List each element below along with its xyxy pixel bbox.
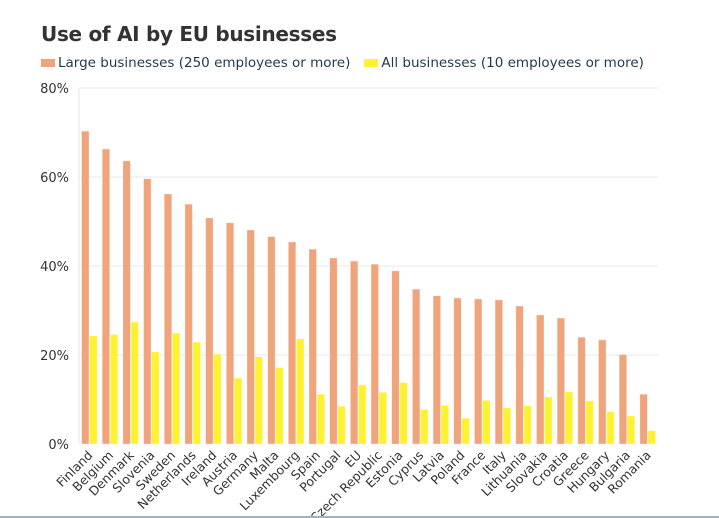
bar-large-sweden[interactable] [163, 193, 173, 445]
chart-title: Use of AI by EU businesses [41, 22, 337, 46]
legend-item-large[interactable]: Large businesses (250 employees or more) [41, 55, 350, 71]
chart-legend: Large businesses (250 employees or more)… [41, 55, 658, 71]
y-tick-label: 80% [40, 82, 69, 97]
bar-large-hungary[interactable] [598, 339, 607, 445]
bar-large-netherlands[interactable] [184, 203, 193, 445]
y-tick-label: 0% [48, 438, 69, 453]
bar-large-denmark[interactable] [122, 160, 131, 445]
bar-all-poland[interactable] [461, 417, 470, 445]
legend-item-all[interactable]: All businesses (10 employees or more) [364, 55, 644, 71]
bar-all-lithuania[interactable] [523, 405, 532, 445]
bar-large-estonia[interactable] [391, 270, 400, 445]
bar-large-poland[interactable] [453, 297, 462, 445]
bar-all-luxembourg[interactable] [296, 338, 305, 445]
bar-all-netherlands[interactable] [192, 341, 201, 445]
bar-large-cyprus[interactable] [412, 288, 421, 445]
legend-label-all: All businesses (10 employees or more) [381, 55, 644, 71]
bar-large-malta[interactable] [267, 236, 276, 445]
legend-label-large: Large businesses (250 employees or more) [58, 55, 351, 71]
bar-large-latvia[interactable] [432, 295, 441, 445]
bar-large-spain[interactable] [308, 248, 317, 445]
bar-all-finland[interactable] [89, 335, 98, 445]
bar-all-greece[interactable] [585, 400, 594, 445]
bar-all-malta[interactable] [275, 367, 284, 445]
bar-large-luxembourg[interactable] [288, 241, 297, 445]
bar-all-bulgaria[interactable] [626, 415, 636, 445]
bar-all-cyprus[interactable] [420, 408, 429, 445]
legend-swatch-large [41, 59, 55, 67]
bar-all-italy[interactable] [502, 407, 512, 445]
bar-all-ireland[interactable] [213, 353, 222, 445]
bar-all-estonia[interactable] [399, 382, 408, 445]
y-tick-label: 40% [40, 260, 69, 275]
y-tick-label: 20% [40, 349, 69, 364]
x-axis: FinlandBelgiumDenmarkSloveniaSwedenNethe… [53, 447, 654, 518]
bar-all-slovakia[interactable] [544, 396, 553, 445]
bar-all-slovenia[interactable] [151, 351, 160, 445]
bottom-border [0, 516, 719, 518]
legend-swatch-all [364, 59, 379, 67]
y-tick-label: 60% [40, 171, 69, 186]
bar-large-slovakia[interactable] [536, 314, 545, 445]
bar-all-romania[interactable] [647, 430, 656, 445]
bar-all-croatia[interactable] [564, 391, 574, 445]
bar-large-belgium[interactable] [101, 148, 111, 445]
bar-all-hungary[interactable] [606, 411, 615, 445]
bars [81, 130, 656, 445]
bar-large-bulgaria[interactable] [618, 354, 627, 445]
bar-all-austria[interactable] [234, 377, 243, 445]
bar-large-germany[interactable] [246, 229, 255, 445]
bar-large-croatia[interactable] [556, 317, 565, 445]
bar-large-portugal[interactable] [329, 257, 338, 445]
bar-all-denmark[interactable] [130, 321, 139, 445]
bar-large-romania[interactable] [639, 393, 648, 445]
bar-large-italy[interactable] [494, 299, 503, 445]
bar-all-portugal[interactable] [337, 405, 346, 445]
bar-all-latvia[interactable] [440, 404, 449, 445]
y-axis: 0% 20% 40% 60% 80% [40, 82, 80, 453]
bar-large-ireland[interactable] [205, 217, 214, 445]
bar-all-france[interactable] [482, 400, 491, 445]
bar-large-czech-republic[interactable] [370, 263, 379, 445]
bar-all-spain[interactable] [316, 393, 325, 445]
bar-large-austria[interactable] [225, 222, 235, 445]
bar-large-greece[interactable] [577, 336, 586, 445]
bar-large-eu[interactable] [350, 260, 359, 445]
bar-all-belgium[interactable] [110, 334, 119, 445]
bar-all-sweden[interactable] [172, 332, 181, 445]
bar-large-finland[interactable] [81, 130, 90, 445]
bar-all-czech-republic[interactable] [378, 392, 387, 445]
bar-large-slovenia[interactable] [143, 178, 152, 445]
bar-large-france[interactable] [474, 298, 483, 445]
bar-all-germany[interactable] [254, 356, 263, 445]
bar-large-lithuania[interactable] [515, 305, 524, 445]
bar-all-eu[interactable] [358, 384, 367, 445]
